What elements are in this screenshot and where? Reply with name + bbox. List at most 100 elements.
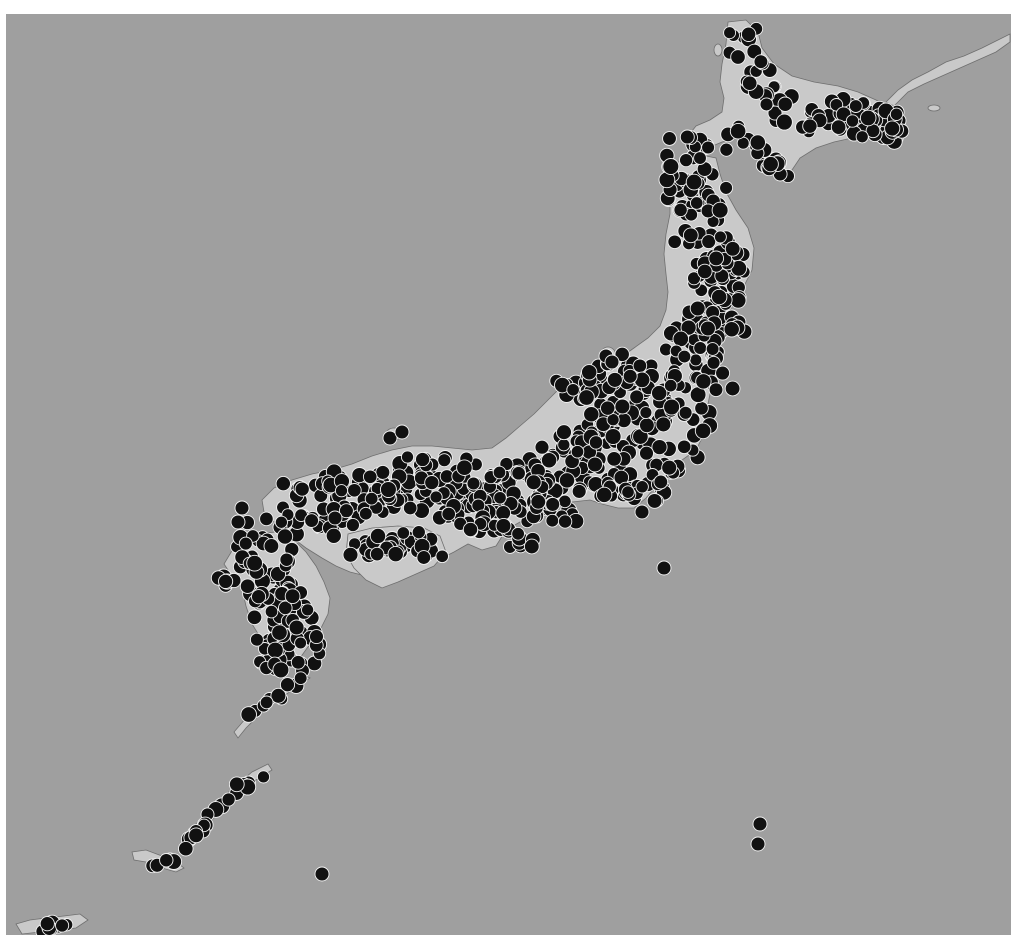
station-marker xyxy=(662,158,680,175)
station-marker xyxy=(495,517,512,534)
station-marker xyxy=(723,321,740,338)
station-marker xyxy=(740,26,757,42)
station-marker xyxy=(557,438,571,452)
station-marker xyxy=(859,109,877,127)
station-marker xyxy=(693,151,707,165)
station-marker xyxy=(651,439,668,456)
station-marker xyxy=(271,624,288,641)
station-marker xyxy=(221,792,236,807)
station-marker xyxy=(230,514,246,530)
station-marker xyxy=(415,451,431,468)
station-marker xyxy=(293,671,308,686)
station-marker xyxy=(493,491,507,505)
station-marker xyxy=(571,483,587,499)
station-marker xyxy=(661,459,678,476)
kuril-islands xyxy=(885,33,1011,107)
station-marker xyxy=(284,588,301,605)
station-marker xyxy=(708,250,725,267)
station-marker xyxy=(424,475,440,491)
station-marker xyxy=(570,444,585,459)
station-marker xyxy=(274,515,288,529)
station-marker xyxy=(711,288,728,306)
station-marker xyxy=(639,406,653,420)
station-marker xyxy=(679,153,694,168)
station-marker xyxy=(639,445,654,461)
station-marker xyxy=(240,706,257,723)
station-marker xyxy=(685,173,703,191)
station-marker xyxy=(719,142,734,157)
station-marker xyxy=(656,560,672,576)
station-marker xyxy=(294,636,308,650)
station-marker xyxy=(889,107,904,121)
station-marker xyxy=(694,422,712,440)
rebun-island xyxy=(713,43,723,57)
station-marker xyxy=(301,603,315,617)
station-marker xyxy=(411,525,426,540)
station-marker xyxy=(604,354,620,370)
station-marker xyxy=(663,378,678,393)
station-marker xyxy=(679,129,695,145)
station-marker xyxy=(304,513,319,528)
station-marker xyxy=(416,550,432,565)
station-marker xyxy=(752,816,768,832)
station-marker xyxy=(545,513,560,528)
station-marker xyxy=(588,435,604,450)
station-marker xyxy=(437,453,452,468)
station-marker xyxy=(845,114,860,128)
station-marker xyxy=(369,527,387,545)
station-marker xyxy=(314,866,330,882)
station-marker xyxy=(264,604,279,619)
station-markers xyxy=(35,21,910,935)
station-marker xyxy=(694,401,709,416)
station-marker xyxy=(729,122,747,140)
station-marker xyxy=(218,573,234,589)
station-marker xyxy=(369,546,385,562)
station-marker xyxy=(741,75,758,91)
station-marker xyxy=(587,456,603,473)
station-marker xyxy=(290,654,306,670)
station-marker xyxy=(364,491,379,506)
station-marker xyxy=(246,554,263,572)
station-marker xyxy=(327,510,343,526)
station-marker xyxy=(525,474,542,491)
station-marker xyxy=(334,484,349,498)
station-marker xyxy=(604,428,622,445)
station-marker xyxy=(178,840,194,857)
station-marker xyxy=(309,629,324,645)
station-marker xyxy=(159,853,174,868)
station-marker xyxy=(730,49,746,65)
station-marker xyxy=(673,202,688,218)
station-marker xyxy=(672,330,690,348)
station-marker xyxy=(375,464,391,480)
station-marker xyxy=(188,827,204,844)
station-marker xyxy=(667,234,682,250)
station-marker xyxy=(441,506,456,522)
station-marker xyxy=(270,687,287,704)
station-marker xyxy=(338,503,354,519)
japan-station-map xyxy=(6,14,1011,935)
station-marker xyxy=(653,474,669,490)
station-marker xyxy=(662,131,677,146)
station-marker xyxy=(259,695,274,710)
station-marker xyxy=(689,300,706,317)
station-marker xyxy=(651,384,668,402)
station-marker xyxy=(345,517,360,533)
station-marker xyxy=(775,113,793,131)
station-marker xyxy=(614,398,631,415)
station-marker xyxy=(663,398,681,416)
station-marker xyxy=(606,451,622,467)
station-marker xyxy=(342,546,359,563)
station-marker xyxy=(396,526,411,540)
station-marker xyxy=(639,417,655,434)
station-marker xyxy=(729,292,747,309)
station-marker xyxy=(358,506,373,521)
station-marker xyxy=(655,416,672,433)
station-marker xyxy=(701,234,717,250)
station-marker xyxy=(749,134,766,151)
station-marker xyxy=(699,320,716,337)
station-marker xyxy=(558,494,572,509)
station-marker xyxy=(724,380,741,397)
station-marker xyxy=(682,227,699,244)
station-marker xyxy=(581,364,598,381)
station-marker xyxy=(614,346,630,363)
